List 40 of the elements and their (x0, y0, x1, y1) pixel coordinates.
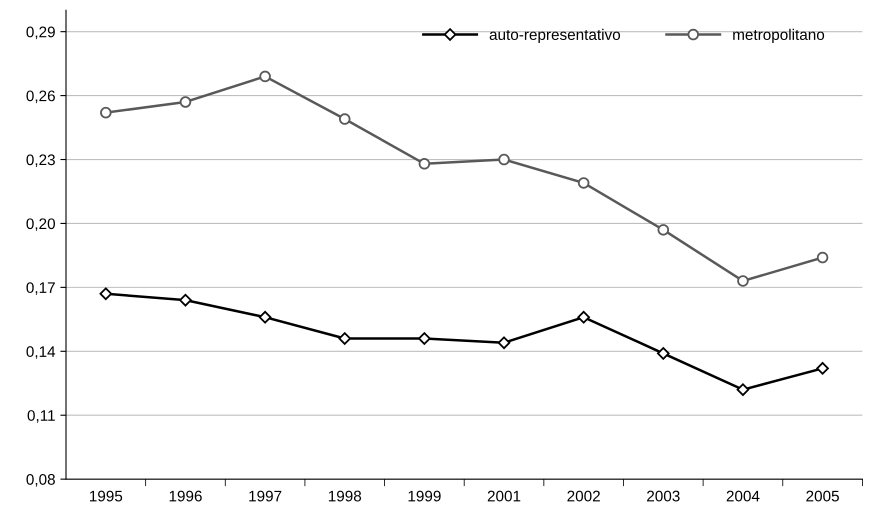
x-tick-label: 1999 (408, 490, 441, 502)
point (498, 336, 510, 350)
point (180, 96, 192, 108)
point (418, 332, 431, 345)
point (577, 310, 590, 324)
point (578, 177, 590, 189)
point (258, 310, 272, 324)
x-tick-label: 1995 (90, 490, 122, 502)
point (498, 154, 510, 166)
legend-label: metropolitano (733, 28, 824, 44)
x-tick-label: 1996 (170, 490, 202, 502)
y-tick-label: 0,17 (26, 282, 55, 295)
point (418, 158, 430, 170)
x-tick-label: 2001 (488, 490, 520, 502)
point (656, 347, 670, 360)
x-tick-label: 1998 (328, 490, 362, 502)
point (100, 287, 112, 300)
x-tick-label: 2002 (567, 490, 600, 502)
y-tick-label: 0,26 (26, 90, 55, 104)
point (737, 275, 749, 287)
x-tick-label: 2004 (726, 490, 760, 502)
y-tick-label: 0,11 (28, 410, 55, 423)
y-tick-label: 0,29 (26, 26, 55, 40)
y-tick-label: 0,14 (26, 346, 56, 359)
point (816, 252, 828, 264)
point (816, 362, 829, 375)
point (259, 70, 271, 82)
y-tick-label: 0,08 (26, 474, 55, 487)
x-tick-label: 2003 (647, 490, 680, 502)
y-tick-label: 0,23 (26, 154, 55, 168)
legend-label: auto-representativo (490, 28, 620, 44)
point (736, 383, 750, 396)
point (658, 224, 670, 236)
point (179, 294, 192, 306)
point (338, 113, 351, 125)
point (100, 106, 112, 118)
x-tick-label: 1997 (249, 490, 282, 502)
x-tick-label: 2005 (806, 490, 839, 502)
point (338, 332, 352, 345)
y-tick-label: 0,20 (26, 218, 55, 231)
